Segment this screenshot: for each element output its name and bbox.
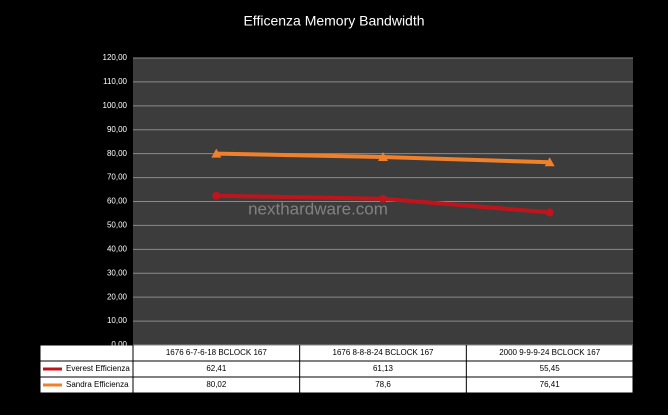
data-label: 61,13 <box>373 364 394 373</box>
x-tick-label: 2000 9-9-9-24 BCLOCK 167 <box>499 348 601 357</box>
y-tick-label: 110,00 <box>103 77 127 86</box>
x-tick-label: 1676 6-7-6-18 BCLOCK 167 <box>166 348 268 357</box>
y-tick-label: 0,00 <box>111 340 127 349</box>
watermark: nexthardware.com <box>248 199 388 218</box>
y-tick-label: 30,00 <box>107 268 128 277</box>
y-tick-label: 100,00 <box>103 101 128 110</box>
data-table <box>39 344 634 394</box>
y-tick-label: 60,00 <box>107 197 128 206</box>
legend-label: Everest Efficienza <box>66 364 130 373</box>
data-label: 78,6 <box>375 380 391 389</box>
data-point <box>545 208 554 217</box>
y-tick-label: 70,00 <box>107 173 128 182</box>
data-label: 62,41 <box>206 364 227 373</box>
y-tick-label: 50,00 <box>107 221 128 230</box>
data-point <box>379 194 387 203</box>
data-label: 76,41 <box>540 380 561 389</box>
data-label: 55,45 <box>540 364 561 373</box>
legend-label: Sandra Efficienza <box>66 380 129 389</box>
y-tick-label: 120,00 <box>103 53 128 62</box>
y-tick-label: 90,00 <box>107 125 128 134</box>
y-tick-label: 40,00 <box>107 244 128 253</box>
chart-title: Efficenza Memory Bandwidth <box>243 13 424 29</box>
data-point <box>212 191 221 200</box>
data-point <box>378 152 388 162</box>
data-label: 80,02 <box>206 380 227 389</box>
x-tick-label: 1676 8-8-8-24 BCLOCK 167 <box>333 348 435 357</box>
y-tick-label: 10,00 <box>107 316 128 325</box>
data-point <box>544 157 555 167</box>
y-tick-label: 20,00 <box>107 292 128 301</box>
y-tick-label: 80,00 <box>107 149 128 158</box>
data-point <box>211 148 222 158</box>
